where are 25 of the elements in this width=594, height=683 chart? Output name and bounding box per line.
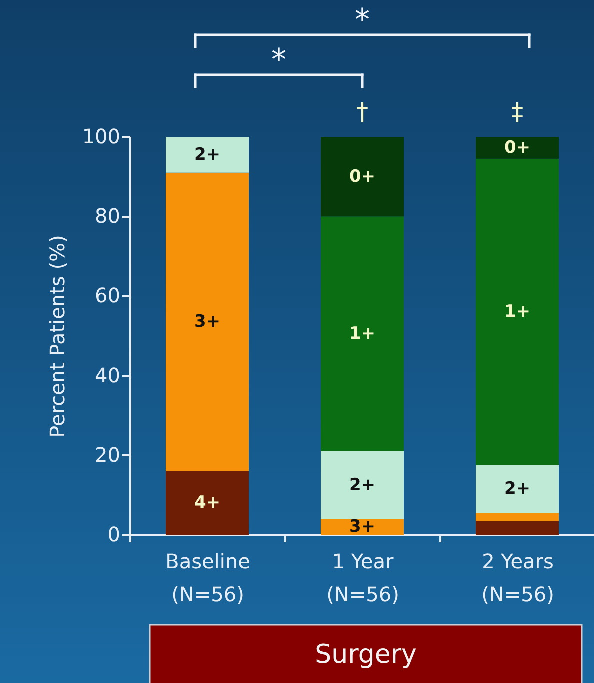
x-tick-label: Baseline (N=56)	[166, 550, 250, 606]
y-tick-label: 0	[108, 522, 120, 546]
x-tick-label: 1 Year (N=56)	[326, 550, 400, 606]
y-tick-label: 40	[95, 363, 120, 388]
text: *	[272, 43, 286, 78]
x-tick-label: 2 Years (N=56)	[482, 550, 554, 606]
annotation: †	[356, 98, 368, 126]
y-tick-label: 100	[82, 124, 120, 148]
text: 3+	[194, 312, 221, 332]
series-label: 3+	[349, 517, 376, 538]
y-tick-label: 60	[95, 284, 120, 308]
text: Surgery	[315, 640, 417, 670]
series-label: 2+	[194, 144, 221, 165]
y-axis-title: Percent Patients (%)	[45, 235, 70, 438]
y-tick-label: 80	[95, 204, 120, 228]
series-label: 4+	[194, 493, 221, 514]
series-label: 0+	[504, 138, 531, 158]
text: 0+	[349, 166, 376, 187]
series-label: 1+	[349, 324, 376, 344]
text: 2+	[349, 475, 376, 496]
text: *	[355, 3, 370, 38]
y-tick-label: 20	[95, 442, 120, 467]
annotation: ‡	[512, 98, 524, 126]
text: 2+	[504, 479, 531, 500]
text: 1+	[504, 302, 531, 322]
